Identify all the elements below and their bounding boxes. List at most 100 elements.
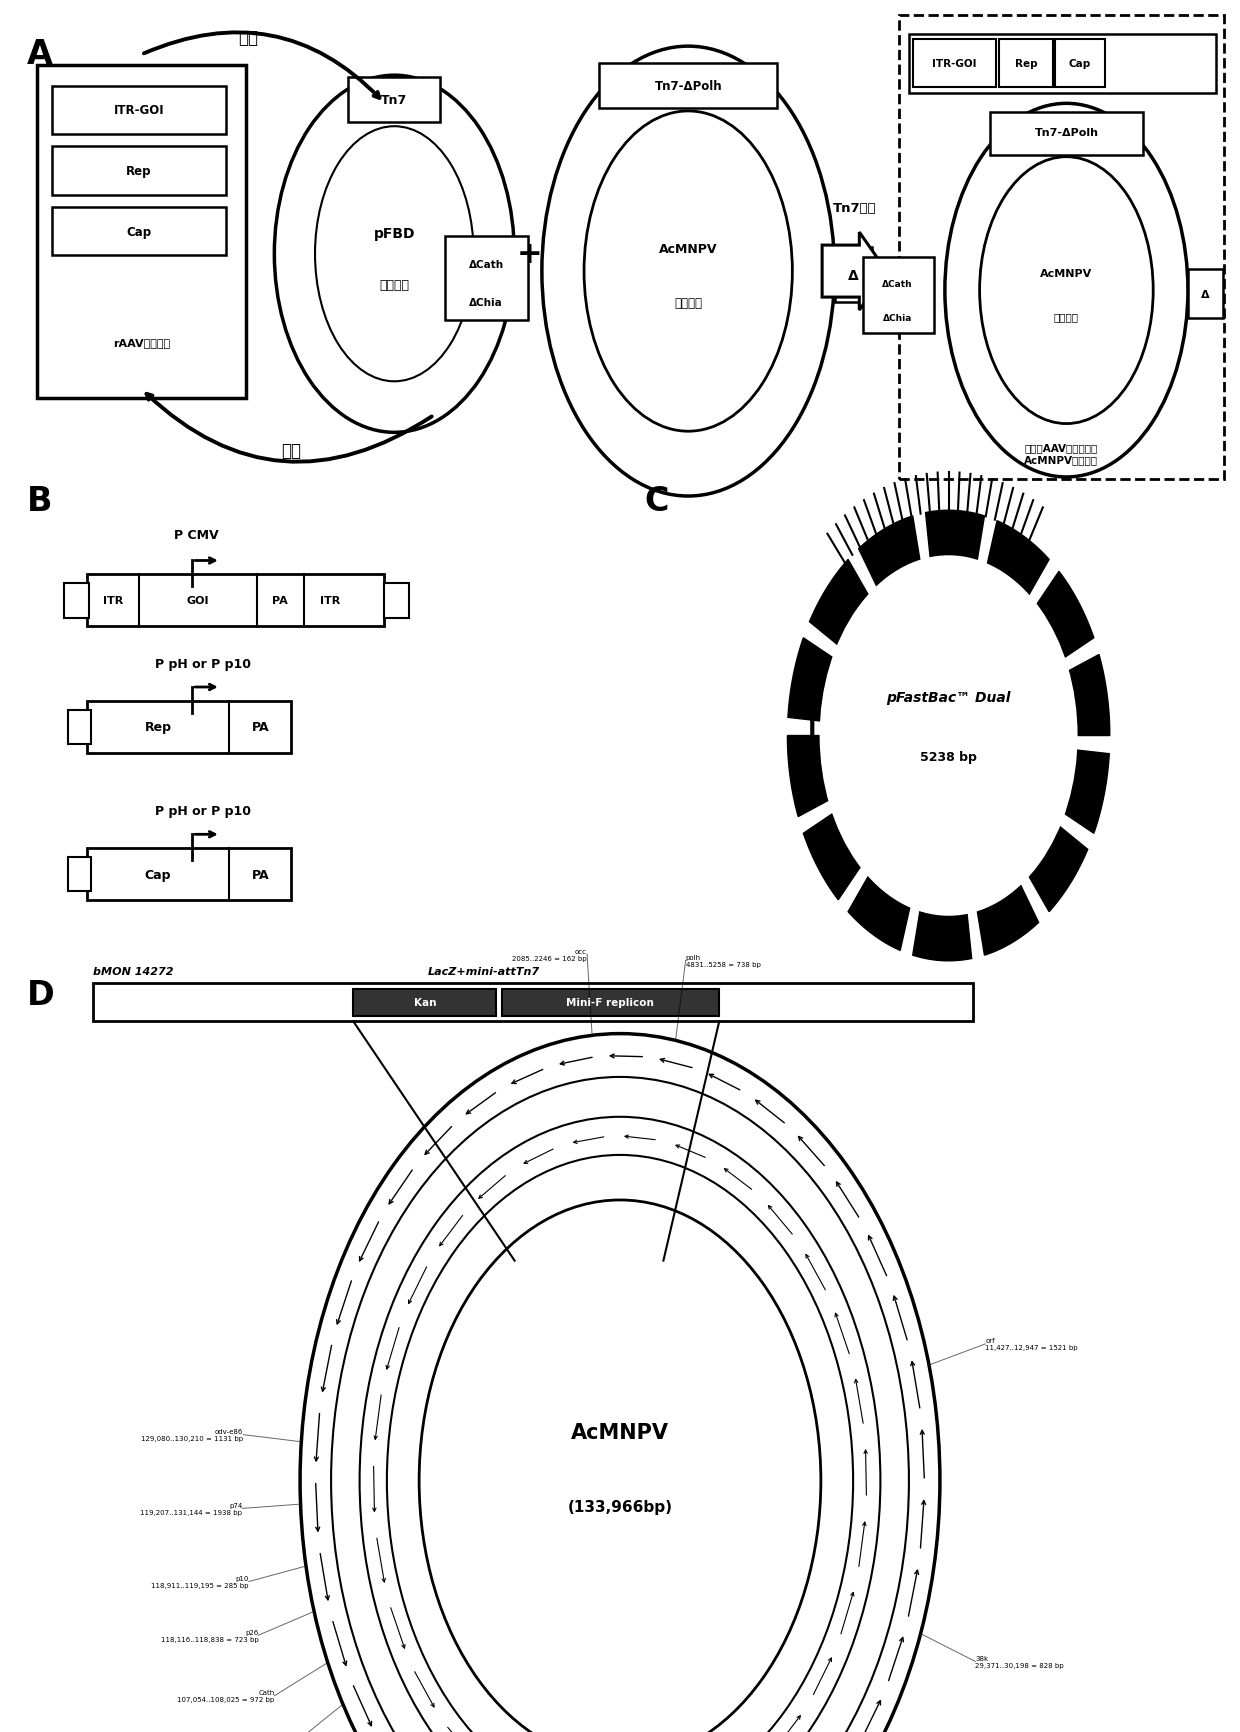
Bar bbox=[68, 857, 91, 892]
Text: AcMNPV: AcMNPV bbox=[658, 242, 718, 256]
Ellipse shape bbox=[945, 104, 1188, 478]
Text: Cap: Cap bbox=[126, 225, 151, 239]
Bar bbox=[68, 710, 91, 745]
Bar bbox=[502, 989, 719, 1017]
Text: LacZ+mini-attTn7: LacZ+mini-attTn7 bbox=[428, 966, 539, 977]
Text: P pH or P p10: P pH or P p10 bbox=[155, 656, 250, 670]
Text: Kan: Kan bbox=[414, 998, 436, 1008]
Polygon shape bbox=[1029, 828, 1087, 913]
Text: 穿梭质粒: 穿梭质粒 bbox=[379, 279, 409, 293]
Text: B: B bbox=[27, 485, 53, 518]
Text: p26
118,116..118,838 = 723 bp: p26 118,116..118,838 = 723 bp bbox=[160, 1628, 258, 1642]
Bar bbox=[87, 849, 291, 901]
Text: bMON 14272: bMON 14272 bbox=[93, 966, 174, 977]
Text: rAAV包装元件: rAAV包装元件 bbox=[113, 338, 170, 348]
Text: 重组杆粒: 重组杆粒 bbox=[675, 296, 702, 310]
Text: A: A bbox=[27, 38, 53, 71]
Polygon shape bbox=[913, 911, 972, 961]
Text: occ
2085..2246 = 162 bp: occ 2085..2246 = 162 bp bbox=[512, 947, 587, 961]
Polygon shape bbox=[858, 516, 920, 587]
Polygon shape bbox=[787, 736, 828, 818]
Ellipse shape bbox=[542, 47, 835, 497]
Text: Cap: Cap bbox=[1069, 59, 1091, 69]
Text: 5238 bp: 5238 bp bbox=[920, 750, 977, 764]
Text: C: C bbox=[645, 485, 670, 518]
Text: ΔChia: ΔChia bbox=[883, 313, 913, 324]
Bar bbox=[909, 35, 1216, 94]
Bar bbox=[93, 984, 973, 1022]
Polygon shape bbox=[977, 885, 1039, 956]
Text: 重组: 重组 bbox=[281, 442, 301, 459]
Ellipse shape bbox=[315, 126, 474, 383]
Text: AcMNPV: AcMNPV bbox=[1040, 268, 1092, 279]
Bar bbox=[445, 237, 528, 320]
Text: ΔChia: ΔChia bbox=[469, 298, 503, 308]
Text: +: + bbox=[517, 241, 542, 268]
Text: P CMV: P CMV bbox=[174, 528, 218, 542]
Text: 克隆: 克隆 bbox=[238, 29, 258, 47]
Polygon shape bbox=[848, 876, 910, 951]
Bar bbox=[913, 40, 996, 88]
Bar bbox=[348, 78, 440, 123]
Text: P pH or P p10: P pH or P p10 bbox=[155, 804, 250, 818]
Text: ITR-GOI: ITR-GOI bbox=[114, 104, 164, 118]
Bar bbox=[87, 701, 291, 753]
Polygon shape bbox=[925, 511, 985, 561]
Text: p10
118,911..119,195 = 285 bp: p10 118,911..119,195 = 285 bp bbox=[151, 1574, 249, 1588]
Text: Rep: Rep bbox=[126, 165, 151, 178]
Text: 38k
29,371..30,198 = 828 bp: 38k 29,371..30,198 = 828 bp bbox=[976, 1656, 1064, 1668]
Text: D: D bbox=[27, 979, 55, 1011]
Bar bbox=[599, 64, 777, 109]
Text: Tn7重组: Tn7重组 bbox=[832, 201, 877, 215]
Bar bbox=[899, 16, 1224, 480]
Polygon shape bbox=[804, 814, 861, 901]
Bar bbox=[37, 66, 246, 398]
Text: polh
4831..5258 = 738 bp: polh 4831..5258 = 738 bp bbox=[686, 954, 760, 966]
Text: Mini-F replicon: Mini-F replicon bbox=[567, 998, 653, 1008]
Bar bbox=[999, 40, 1053, 88]
Text: ΔCath: ΔCath bbox=[469, 260, 503, 270]
Text: odv-e86
129,080..130,210 = 1131 bp: odv-e86 129,080..130,210 = 1131 bp bbox=[141, 1429, 243, 1441]
Bar bbox=[384, 584, 409, 618]
Bar bbox=[52, 147, 226, 196]
Text: Δ: Δ bbox=[1202, 289, 1209, 300]
Text: Tn7-ΔPolh: Tn7-ΔPolh bbox=[1034, 128, 1099, 139]
Ellipse shape bbox=[980, 158, 1153, 424]
Circle shape bbox=[820, 556, 1078, 916]
Text: Δ: Δ bbox=[848, 268, 858, 282]
Text: PA: PA bbox=[273, 596, 288, 606]
Bar bbox=[1055, 40, 1105, 88]
Bar bbox=[353, 989, 496, 1017]
Text: Cath
107,054..108,025 = 972 bp: Cath 107,054..108,025 = 972 bp bbox=[177, 1689, 274, 1703]
Text: Rep: Rep bbox=[1014, 59, 1038, 69]
Bar bbox=[52, 208, 226, 256]
Text: ITR-GOI: ITR-GOI bbox=[932, 59, 976, 69]
Text: Rep: Rep bbox=[145, 721, 171, 734]
Polygon shape bbox=[1065, 750, 1110, 833]
Bar bbox=[52, 87, 226, 135]
Bar bbox=[863, 258, 934, 334]
Text: AcMNPV: AcMNPV bbox=[570, 1422, 670, 1443]
Bar bbox=[64, 584, 89, 618]
Text: GOI: GOI bbox=[186, 596, 210, 606]
Polygon shape bbox=[1069, 655, 1110, 736]
Text: pFastBac™ Dual: pFastBac™ Dual bbox=[887, 691, 1011, 705]
Polygon shape bbox=[987, 521, 1049, 596]
Text: orf
11,427..12,947 = 1521 bp: orf 11,427..12,947 = 1521 bp bbox=[986, 1337, 1078, 1351]
Polygon shape bbox=[810, 559, 868, 644]
Bar bbox=[835, 248, 872, 303]
Text: Cap: Cap bbox=[145, 868, 171, 882]
Text: ΔCath: ΔCath bbox=[883, 279, 913, 289]
Text: (133,966bp): (133,966bp) bbox=[568, 1500, 672, 1514]
Text: Tn7: Tn7 bbox=[381, 94, 408, 107]
Text: Tn7-ΔPolh: Tn7-ΔPolh bbox=[655, 80, 722, 94]
Polygon shape bbox=[787, 639, 832, 722]
Text: pFBD: pFBD bbox=[373, 227, 415, 241]
Text: PA: PA bbox=[252, 721, 269, 734]
Bar bbox=[1188, 270, 1223, 319]
Ellipse shape bbox=[584, 113, 792, 431]
FancyArrow shape bbox=[822, 234, 887, 312]
Text: 重组杆粒: 重组杆粒 bbox=[1054, 312, 1079, 322]
Text: PA: PA bbox=[252, 868, 269, 882]
Text: ITR: ITR bbox=[320, 596, 340, 606]
